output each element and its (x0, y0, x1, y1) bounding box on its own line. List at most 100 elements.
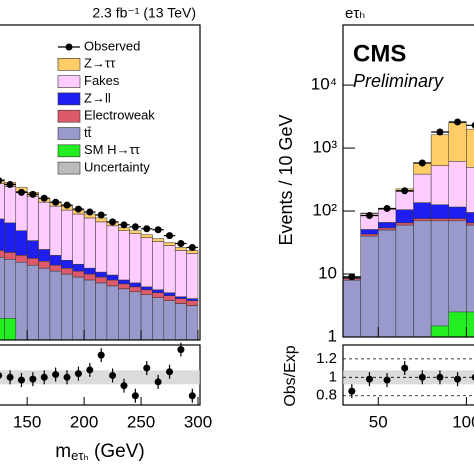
x-tick-label: 150 (13, 412, 41, 431)
legend-swatch (57, 144, 81, 158)
legend-label: Observed (84, 38, 140, 53)
histogram-bar (15, 261, 28, 341)
ratio-point (143, 364, 151, 372)
observed-point (120, 221, 128, 229)
histogram-bar (186, 300, 199, 306)
histogram-bar (129, 286, 142, 293)
legend-label: Fakes (84, 73, 120, 88)
histogram-bar (49, 255, 62, 266)
observed-point (166, 232, 174, 240)
histogram-bar (378, 222, 397, 229)
ratio-tick-label: 1 (329, 368, 337, 385)
histogram-bar (72, 270, 85, 278)
legend-swatch (57, 57, 81, 71)
status-label: Preliminary (353, 71, 444, 91)
y-axis-title: Events / 10 GeV (276, 114, 296, 245)
histogram-bar (466, 128, 474, 168)
observed-point (63, 201, 71, 209)
histogram-bar (163, 242, 176, 246)
histogram-bar (466, 224, 474, 338)
histogram-bar (129, 282, 142, 288)
histogram-bar (4, 186, 17, 224)
histogram-bar (72, 213, 85, 265)
histogram-bar (118, 279, 130, 285)
histogram-bar (61, 267, 73, 275)
histogram-bar (448, 161, 467, 208)
histogram-bar (174, 296, 187, 299)
ratio-point (29, 375, 37, 383)
ratio-point (52, 371, 60, 379)
histogram-bar (163, 295, 176, 301)
histogram-bar (95, 271, 108, 278)
histogram-bar (466, 167, 474, 213)
histogram-bar (430, 204, 449, 219)
x-tick-label: 200 (70, 412, 98, 431)
histogram-bar (378, 227, 397, 231)
histogram-bar (0, 218, 5, 251)
histogram-bar (118, 230, 130, 281)
histogram-bar (129, 233, 142, 284)
observed-point (109, 218, 117, 226)
observed-point (86, 208, 94, 216)
y-tick-label: 10 (318, 264, 337, 283)
legend-label: Uncertainty (84, 160, 150, 175)
observed-point (454, 118, 462, 126)
histogram-bar (4, 318, 17, 341)
histogram-bar (95, 282, 108, 341)
histogram-bar (430, 220, 449, 338)
histogram-bar (83, 279, 96, 341)
observed-point (97, 211, 105, 219)
histogram-bar (49, 205, 62, 256)
observed-point (40, 194, 48, 202)
x-axis-subscript: eτₕ (71, 448, 89, 463)
histogram-bar (106, 225, 119, 276)
histogram-bar (95, 221, 108, 273)
y-tick-label: 1 (328, 326, 337, 345)
histogram-bar (26, 264, 39, 341)
experiment-label: CMS (353, 40, 406, 67)
histogram-bar (140, 289, 153, 295)
histogram-bar (360, 229, 379, 235)
histogram-bar (49, 270, 62, 341)
ratio-point (86, 366, 94, 374)
ratio-point (365, 375, 373, 383)
histogram-bar (413, 220, 432, 338)
histogram-bar (72, 276, 85, 341)
histogram-bar (140, 237, 153, 288)
x-axis-title: meτₕ (GeV) (55, 441, 144, 463)
ratio-axis-title: Obs/Exp (282, 345, 299, 406)
histogram-bar (430, 325, 449, 338)
histogram-bar (186, 298, 199, 301)
ratio-point (166, 368, 174, 376)
histogram-bar (448, 206, 467, 219)
ratio-point (0, 372, 3, 379)
ratio-point (188, 392, 196, 400)
histogram-bar (140, 286, 153, 291)
histogram-bar (26, 240, 39, 259)
histogram-bar (466, 311, 474, 338)
histogram-bar (174, 298, 187, 304)
histogram-bar (395, 222, 414, 226)
ratio-point (17, 376, 25, 384)
histogram-bar (26, 258, 39, 266)
histogram-bar (106, 279, 119, 287)
ratio-tick-label: 0.8 (316, 387, 337, 404)
histogram-bar (448, 122, 467, 162)
legend-swatch (57, 92, 81, 106)
observed-point (74, 205, 82, 213)
x-axis-unit: (GeV) (89, 441, 145, 462)
histogram-bar (430, 165, 449, 205)
ratio-point (471, 374, 474, 381)
histogram-bar (118, 288, 130, 341)
legend-swatch (57, 161, 81, 175)
histogram-bar (152, 297, 165, 341)
ratio-point (74, 370, 82, 378)
histogram-bar (174, 247, 187, 251)
observed-point (418, 159, 426, 167)
x-axis-symbol: m (55, 441, 71, 462)
histogram-bar (152, 292, 165, 298)
histogram-bar (140, 294, 153, 341)
ratio-point (154, 378, 162, 386)
histogram-bar (360, 235, 379, 338)
